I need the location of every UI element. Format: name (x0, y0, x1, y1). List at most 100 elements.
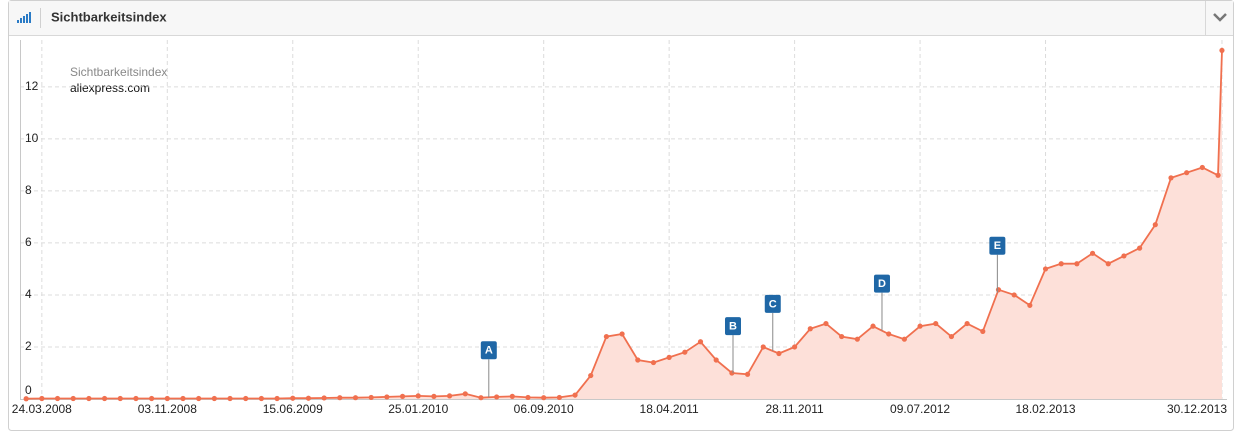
flag[interactable] (480, 341, 497, 360)
x-tick-label: 28.11.2011 (765, 402, 824, 416)
data-point (901, 336, 907, 342)
data-point (1219, 47, 1225, 54)
data-point (1152, 222, 1158, 228)
x-tick-label: 25.01.2010 (388, 402, 448, 416)
data-point (980, 328, 986, 334)
data-point (744, 371, 751, 377)
data-point (243, 395, 249, 402)
data-point (995, 287, 1002, 293)
data-point (964, 320, 970, 327)
data-point (164, 395, 170, 402)
legend-entry: aliexpress.com (70, 81, 150, 95)
data-point (1089, 250, 1096, 256)
data-point (462, 391, 468, 397)
data-point (1168, 175, 1174, 181)
data-point (290, 395, 296, 401)
y-tick-label: 2 (25, 339, 32, 353)
y-tick-label: 8 (25, 183, 32, 197)
line (26, 50, 1223, 400)
data-point (117, 395, 123, 402)
data-point (1011, 292, 1017, 298)
data-point (133, 395, 139, 402)
x-tick-label: 09.07.2012 (890, 402, 950, 416)
data-point (948, 333, 955, 340)
x-tick-label: 15.06.2009 (263, 402, 323, 416)
data-point (368, 394, 374, 401)
x-tick-label: 18.02.2013 (1015, 402, 1075, 416)
flag-label: E (994, 240, 1001, 252)
flag[interactable] (873, 274, 890, 293)
data-point (933, 320, 939, 327)
y-tick-label: 0 (25, 383, 32, 397)
data-point (854, 336, 860, 342)
data-point (1137, 245, 1143, 251)
data-point (478, 395, 484, 401)
data-point (399, 393, 406, 399)
data-point (635, 357, 641, 363)
data-point (431, 393, 437, 399)
data-point (619, 331, 625, 337)
data-point (196, 395, 202, 402)
data-point (509, 393, 515, 399)
data-point (54, 395, 61, 402)
data-point (603, 333, 610, 340)
data-point (525, 394, 531, 401)
x-tick-label: 30.12.2013 (1167, 402, 1227, 416)
y-tick-label: 6 (25, 235, 32, 249)
area (26, 50, 1223, 400)
flag-label: A (485, 345, 493, 357)
data-point (274, 395, 280, 402)
data-point (23, 396, 29, 402)
data-point (1105, 261, 1111, 267)
data-point (415, 393, 421, 399)
data-point (1184, 170, 1190, 176)
data-point (227, 395, 233, 402)
data-point (337, 395, 343, 401)
data-point (1058, 261, 1064, 267)
data-point (807, 326, 813, 332)
y-tick-label: 12 (25, 79, 39, 93)
data-point (1121, 253, 1127, 259)
data-point (321, 395, 327, 401)
data-point (446, 393, 453, 399)
x-tick-label: 24.03.2008 (12, 402, 72, 416)
data-point (917, 323, 923, 329)
panel-title: Sichtbarkeitsindex (51, 9, 167, 24)
data-point (86, 395, 92, 402)
data-point (70, 395, 76, 402)
x-tick-label: 06.09.2010 (514, 402, 574, 416)
flag-label: C (769, 298, 777, 310)
data-point (886, 331, 892, 337)
flag[interactable] (989, 236, 1006, 255)
y-tick-label: 10 (25, 131, 39, 145)
data-point (588, 372, 594, 379)
flag-label: B (729, 320, 737, 332)
data-point (352, 395, 359, 401)
data-point (697, 339, 704, 345)
data-point (1199, 164, 1205, 171)
data-point (305, 395, 312, 401)
flag[interactable] (724, 317, 741, 336)
flag-label: D (878, 278, 886, 290)
data-point (713, 357, 719, 363)
data-point (572, 392, 578, 398)
y-tick-label: 4 (25, 287, 32, 301)
legend-title: Sichtbarkeitsindex (70, 65, 167, 79)
data-point (384, 394, 390, 400)
collapse-toggle[interactable] (1213, 13, 1227, 22)
data-point (666, 354, 672, 360)
data-point (494, 394, 500, 400)
data-point (760, 344, 766, 350)
data-point (792, 344, 798, 350)
data-point (870, 323, 876, 329)
x-tick-label: 03.11.2008 (138, 402, 197, 416)
data-point (776, 350, 782, 357)
panel-header (9, 1, 1233, 35)
data-point (1042, 266, 1049, 272)
flag[interactable] (764, 294, 781, 313)
x-tick-label: 18.04.2011 (640, 402, 699, 416)
data-point (211, 395, 217, 402)
data-point (101, 395, 108, 402)
